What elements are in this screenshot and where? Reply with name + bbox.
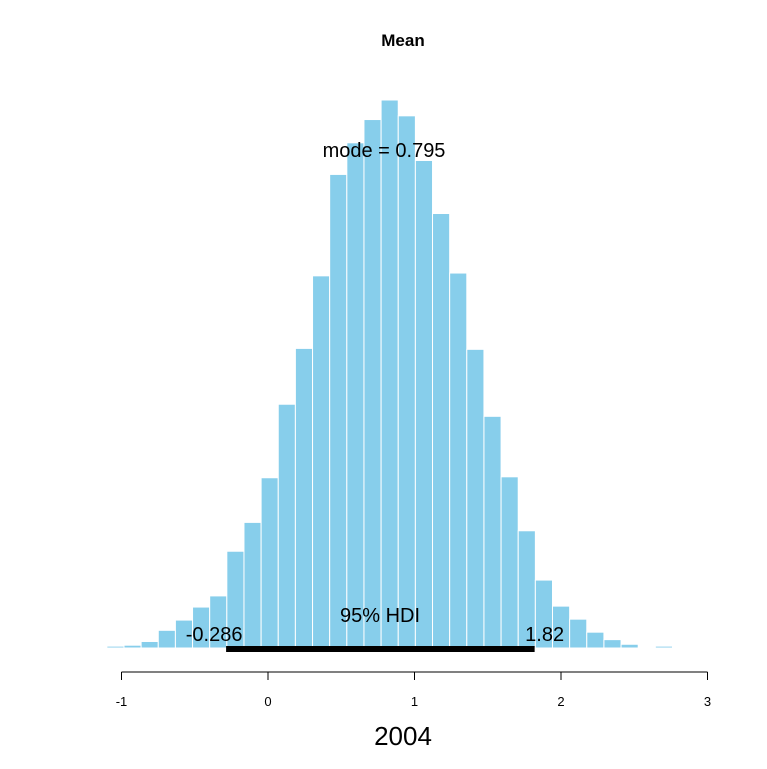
histogram-bar — [260, 477, 279, 649]
hdi-label: 95% HDI — [340, 605, 420, 627]
mode-label: mode = 0.795 — [323, 140, 446, 162]
chart-title: Mean — [381, 31, 424, 50]
histogram-bar — [671, 646, 691, 649]
x-tick-label: 2 — [557, 694, 564, 709]
histogram-bar — [329, 173, 348, 649]
histogram-bar — [483, 415, 502, 649]
histogram-bar — [466, 348, 485, 649]
histogram-bar — [277, 403, 296, 649]
hdi-low-label: -0.286 — [186, 624, 243, 646]
histogram-bar — [432, 213, 451, 649]
x-tick-label: 0 — [264, 694, 271, 709]
histogram-bar — [106, 645, 125, 649]
histogram-bar — [140, 640, 159, 649]
hdi-high-label: 1.82 — [525, 624, 564, 646]
histogram-bar — [312, 275, 331, 649]
histogram-bar — [654, 645, 673, 649]
histogram-bar — [569, 618, 588, 649]
x-tick-label: -1 — [116, 694, 128, 709]
histogram-bar — [123, 644, 142, 649]
histogram-bar — [294, 347, 314, 649]
x-tick-label: 3 — [704, 694, 711, 709]
histogram-bar — [397, 115, 416, 649]
histogram-bar — [620, 643, 639, 649]
histogram-bar — [449, 272, 468, 649]
x-tick-label: 1 — [411, 694, 418, 709]
histogram-bar — [603, 639, 622, 649]
histogram-bar — [380, 99, 399, 649]
histogram-bar — [346, 142, 365, 649]
histogram-bar — [414, 159, 434, 649]
histogram-bar — [363, 119, 382, 649]
x-axis-label: 2004 — [374, 721, 432, 751]
histogram-bar — [243, 521, 262, 649]
histogram-bar — [586, 631, 605, 649]
bars-group — [106, 99, 691, 649]
x-axis-ticks: -1 0 1 2 3 — [116, 672, 711, 709]
histogram-bar — [157, 629, 176, 649]
histogram-bar — [500, 476, 519, 649]
